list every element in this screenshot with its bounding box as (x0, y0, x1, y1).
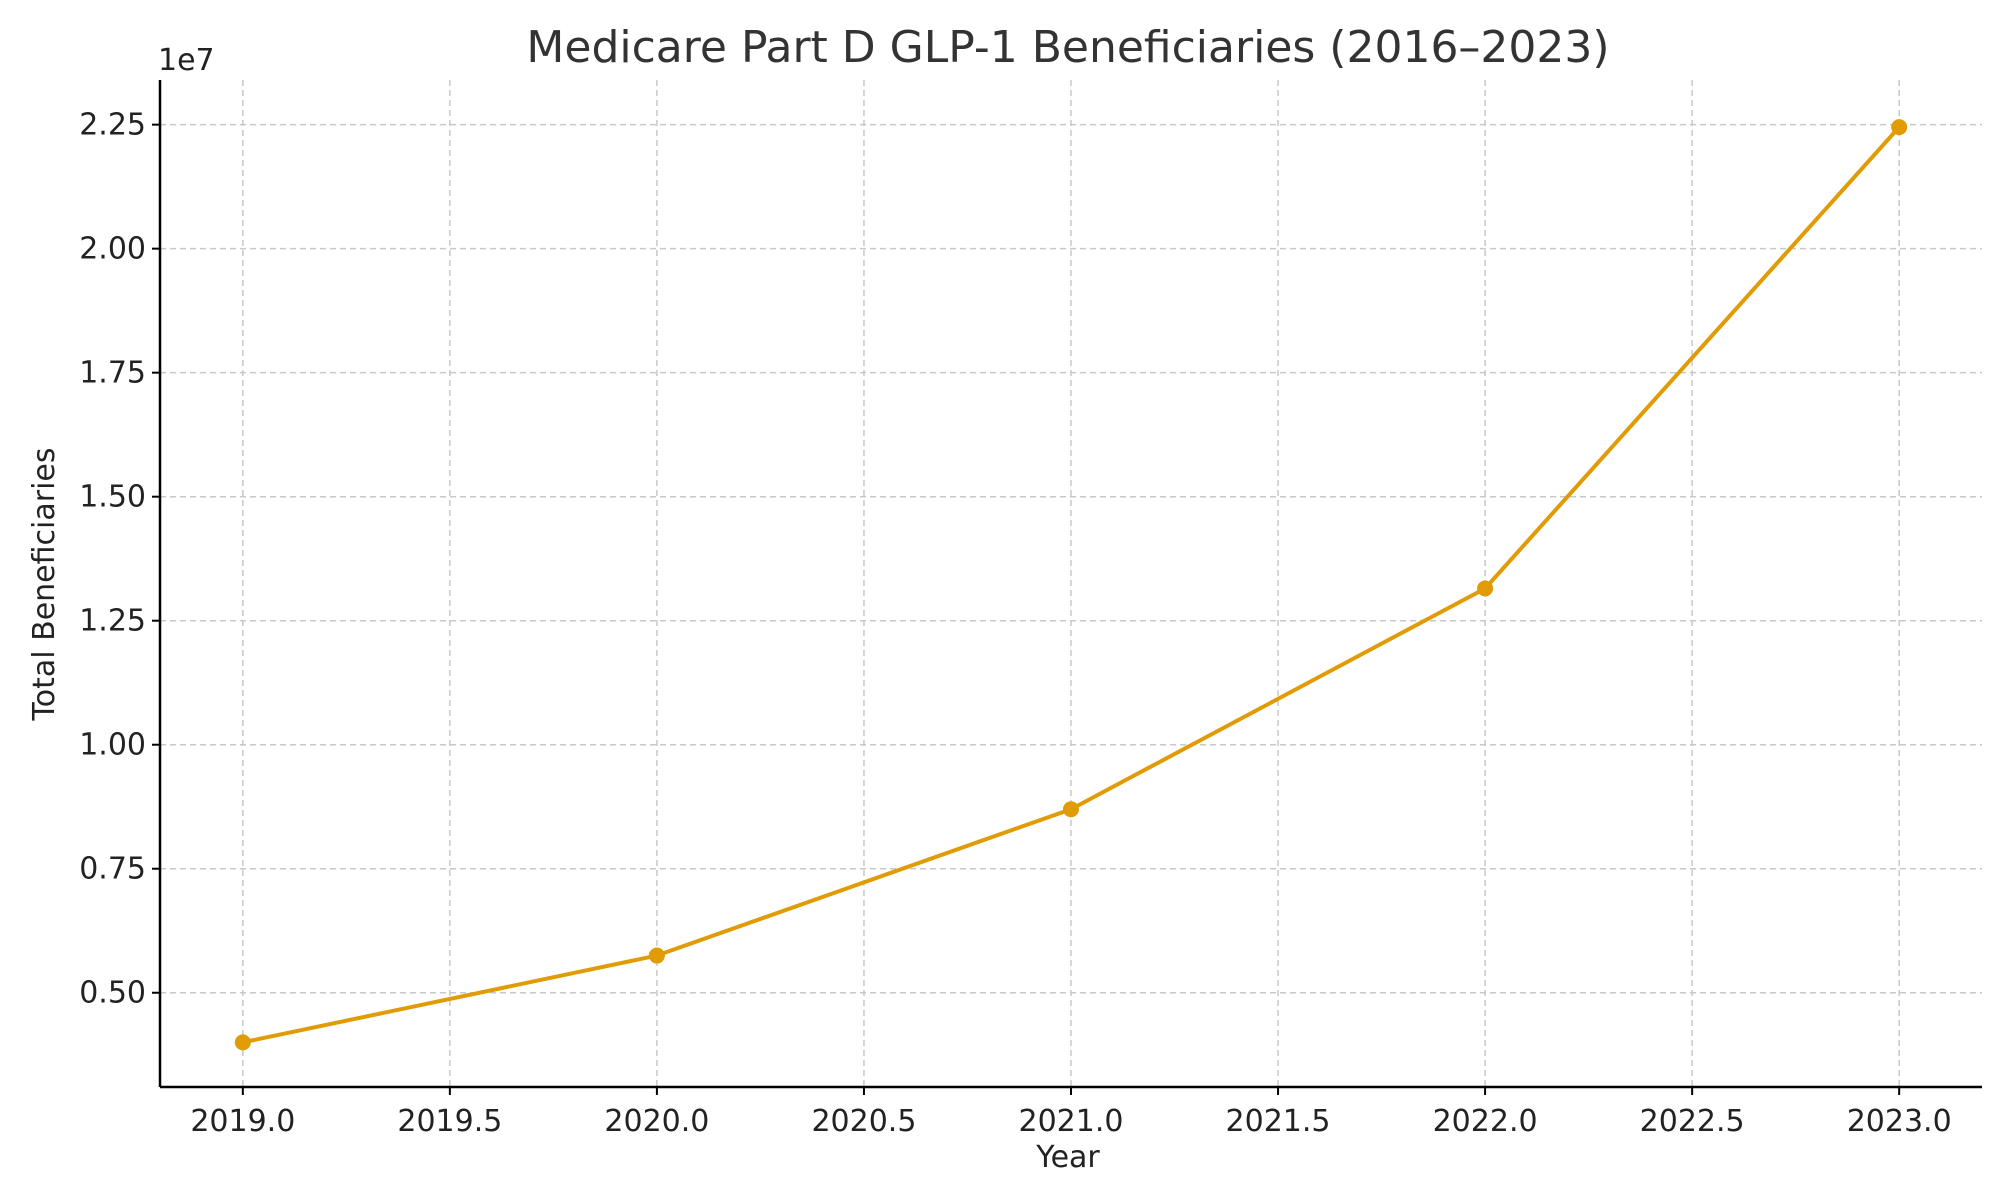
data-point (1477, 580, 1494, 597)
y-offset-label: 1e7 (158, 43, 215, 78)
x-tick-label: 2021.5 (1226, 1104, 1331, 1139)
x-tick-label: 2019.5 (397, 1104, 502, 1139)
x-tick-label: 2019.0 (190, 1104, 295, 1139)
data-point (1891, 119, 1908, 136)
x-ticks: 2019.0 2019.5 2020.0 2020.5 2021.0 2021.5 2022… (190, 1087, 1952, 1139)
data-point (234, 1034, 251, 1051)
chart-title: Medicare Part D GLP-1 Beneficiaries (201… (526, 22, 1609, 73)
x-tick-label: 2023.0 (1847, 1104, 1952, 1139)
x-axis-label: Year (1035, 1140, 1100, 1175)
x-tick-label: 2022.5 (1640, 1104, 1745, 1139)
x-tick-label: 2020.5 (811, 1104, 916, 1139)
y-tick-label: 1.50 (79, 480, 146, 515)
grid (160, 80, 1982, 1087)
x-tick-label: 2021.0 (1019, 1104, 1124, 1139)
data-point (648, 947, 665, 964)
x-tick-label: 2022.0 (1433, 1104, 1538, 1139)
y-tick-label: 1.75 (79, 356, 146, 391)
y-tick-label: 1.25 (79, 604, 146, 639)
y-tick-label: 0.50 (79, 976, 146, 1011)
x-tick-label: 2020.0 (604, 1104, 709, 1139)
y-tick-label: 1.00 (79, 728, 146, 763)
y-ticks: 0.50 0.75 1.00 1.25 1.50 1.75 2.00 2.25 (79, 108, 160, 1011)
series (234, 119, 1908, 1051)
y-tick-label: 2.00 (79, 232, 146, 267)
y-tick-label: 2.25 (79, 108, 146, 143)
y-axis-label: Total Beneficiaries (27, 448, 62, 722)
data-point (1063, 801, 1079, 818)
y-tick-label: 0.75 (79, 852, 146, 887)
